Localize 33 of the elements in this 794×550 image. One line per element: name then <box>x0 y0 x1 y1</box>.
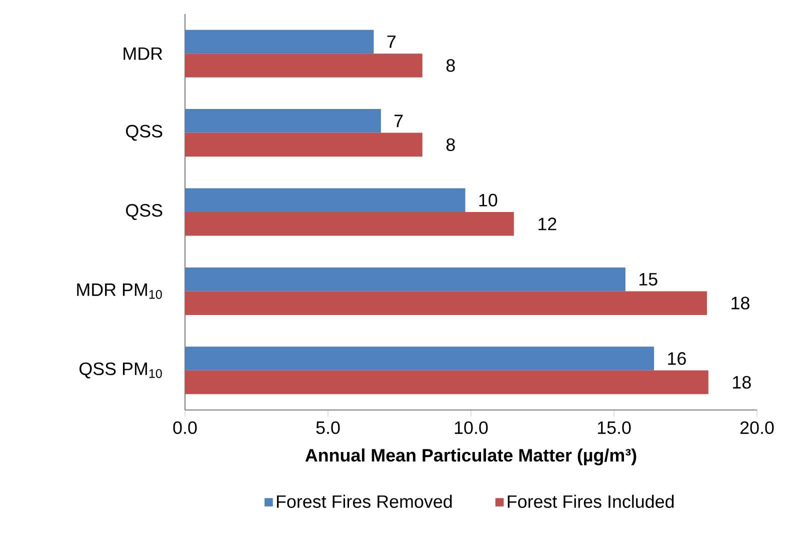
data-label: 16 <box>668 352 686 365</box>
legend-label: Forest Fires Removed <box>276 494 452 508</box>
data-label: 15 <box>639 273 658 286</box>
x-axis-title: Annual Mean Particulate Matter (µg/m³) <box>305 448 636 466</box>
bar <box>185 267 626 292</box>
data-label: 8 <box>446 59 455 72</box>
bar <box>185 109 381 133</box>
bar <box>185 54 422 78</box>
bar <box>185 188 466 212</box>
y-tick-label: QSS PM$_{10}$ <box>80 362 162 378</box>
data-label: 7 <box>394 114 403 128</box>
bar <box>185 30 374 54</box>
bar <box>185 291 707 315</box>
data-label: 18 <box>733 376 751 389</box>
x-tick-label: 20.0 <box>740 421 774 434</box>
legend-label: Forest Fires Included <box>508 494 674 508</box>
bar <box>185 212 514 236</box>
bar <box>185 346 654 370</box>
y-tick-label: MDR <box>124 47 162 60</box>
x-tick-label: 15.0 <box>598 421 631 434</box>
data-label: 18 <box>732 296 750 310</box>
bar <box>185 132 422 157</box>
data-label: 8 <box>446 138 455 152</box>
x-tick-label: 5.0 <box>316 421 340 434</box>
y-tick-label: MDR PM$_{10}$ <box>77 284 162 299</box>
x-tick-label: 10.0 <box>454 421 488 434</box>
y-tick-label: QSS <box>126 204 162 220</box>
data-label: 7 <box>387 36 396 48</box>
x-tick-label: 0.0 <box>173 421 197 434</box>
y-tick-label: QSS <box>126 124 162 141</box>
data-label: 10 <box>479 194 498 206</box>
bar <box>185 370 708 394</box>
data-label: 12 <box>538 218 556 230</box>
